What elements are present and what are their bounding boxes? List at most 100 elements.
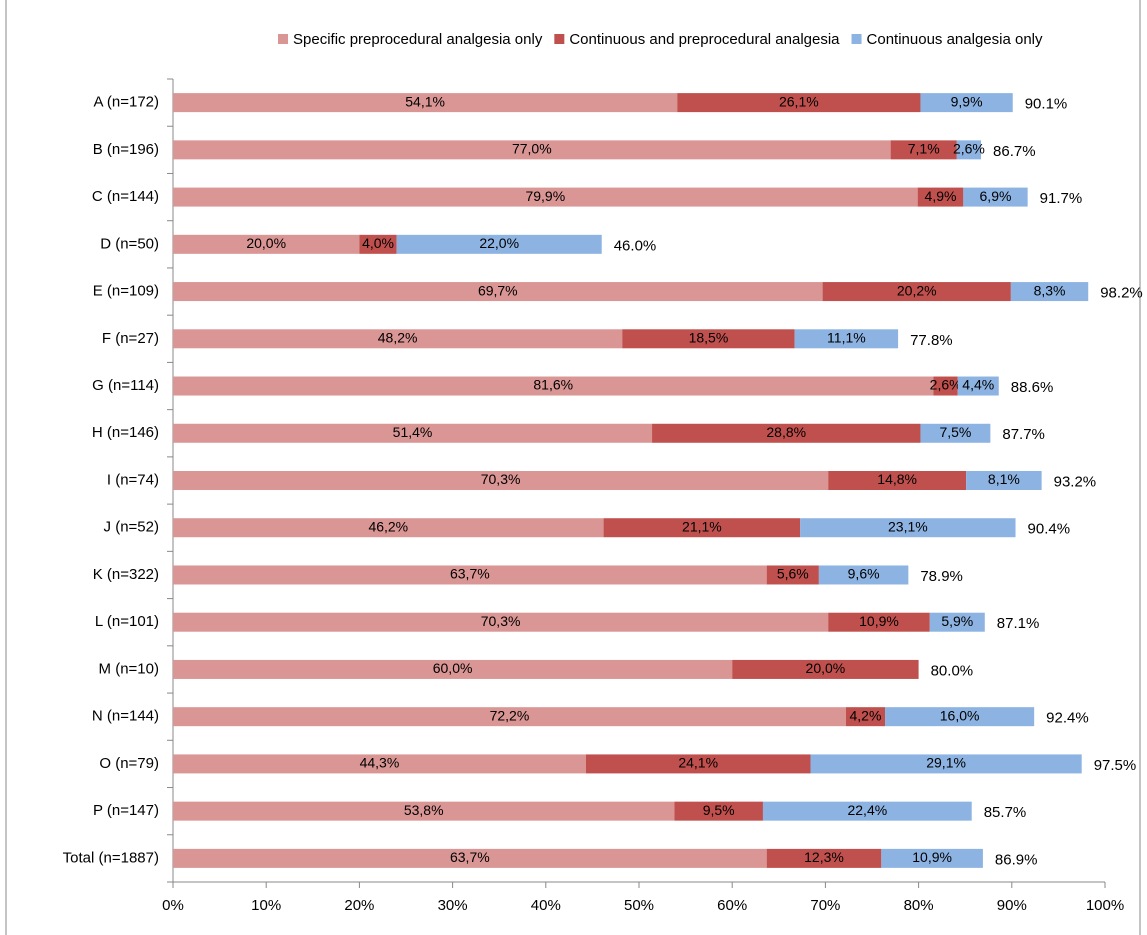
value-label: 4,2% <box>850 707 882 723</box>
bar-segment <box>173 329 623 349</box>
y-tick-label: E (n=109) <box>93 283 159 300</box>
value-label: 46,2% <box>368 518 408 534</box>
value-label: 48,2% <box>378 329 418 345</box>
total-label: 93.2% <box>1054 473 1097 490</box>
legend-swatch <box>851 34 862 44</box>
total-label: 46.0% <box>614 237 657 254</box>
x-tick-label: 80% <box>904 897 934 914</box>
value-label: 28,8% <box>766 424 806 440</box>
value-label: 63,7% <box>450 566 490 582</box>
bar-segment <box>828 471 967 490</box>
bar-segment <box>881 848 983 868</box>
total-label: 88.6% <box>1011 379 1054 396</box>
y-tick-label: L (n=101) <box>95 613 159 630</box>
x-tick-label: 100% <box>1086 897 1124 914</box>
value-label: 8,1% <box>988 471 1020 487</box>
bar-segment <box>818 565 909 585</box>
value-label: 70,3% <box>481 613 521 629</box>
value-label: 6,9% <box>980 188 1012 204</box>
legend-label: Continuous analgesia only <box>867 31 1043 48</box>
bar-segment <box>828 612 930 632</box>
value-label: 20,0% <box>806 660 846 676</box>
value-label: 12,3% <box>804 849 844 865</box>
value-label: 9,5% <box>703 802 735 818</box>
bar-segment <box>963 187 1028 207</box>
value-label: 16,0% <box>940 707 980 723</box>
y-tick-label: H (n=146) <box>92 424 159 441</box>
bar-segment <box>920 93 1013 113</box>
value-label: 8,3% <box>1034 282 1066 298</box>
total-label: 87.1% <box>997 615 1040 632</box>
bar-segment <box>794 329 899 349</box>
total-label: 97.5% <box>1094 757 1137 774</box>
y-tick-label: N (n=144) <box>92 708 159 725</box>
value-label: 22,0% <box>479 235 519 251</box>
total-label: 87.7% <box>1002 426 1045 443</box>
value-label: 10,9% <box>859 613 899 629</box>
value-label: 18,5% <box>689 329 729 345</box>
value-label: 60,0% <box>433 660 473 676</box>
x-tick-label: 30% <box>438 897 468 914</box>
value-label: 7,5% <box>939 424 971 440</box>
total-label: 91.7% <box>1040 190 1083 207</box>
bar-segment <box>173 234 360 254</box>
y-tick-label: Total (n=1887) <box>63 849 159 866</box>
y-tick-label: K (n=322) <box>93 566 159 583</box>
total-label: 80.0% <box>931 662 974 679</box>
bar-segment <box>173 754 586 774</box>
bar-segment <box>173 518 604 538</box>
value-label: 23,1% <box>888 518 928 534</box>
y-tick-label: J (n=52) <box>104 519 159 536</box>
bar-segment <box>677 93 921 113</box>
value-label: 81,6% <box>533 377 573 393</box>
x-tick-label: 10% <box>251 897 281 914</box>
bar-segment <box>762 801 972 821</box>
bar-segment <box>845 707 886 727</box>
legend-swatch <box>278 34 288 44</box>
x-tick-label: 40% <box>531 897 561 914</box>
bar-segment <box>822 282 1011 302</box>
bar-segment <box>674 801 763 821</box>
bar-segment <box>920 423 991 443</box>
bar-segment <box>890 140 957 160</box>
legend-swatch <box>554 34 565 44</box>
value-label: 54,1% <box>405 93 445 109</box>
total-label: 78.9% <box>920 568 963 585</box>
bar-segment <box>652 423 921 443</box>
total-label: 90.1% <box>1025 96 1068 113</box>
bar-segment <box>732 659 919 679</box>
total-label: 77.8% <box>910 332 953 349</box>
value-label: 24,1% <box>678 755 718 771</box>
value-label: 7,1% <box>908 141 940 157</box>
value-label: 79,9% <box>525 188 565 204</box>
bar-segment <box>766 848 882 868</box>
bar-segment <box>173 282 823 302</box>
value-label: 2,6% <box>930 377 962 393</box>
bar-segment <box>173 376 934 396</box>
value-label: 11,1% <box>827 329 866 345</box>
value-label: 26,1% <box>779 93 819 109</box>
bar-segment <box>800 518 1016 538</box>
bar-segment <box>585 754 811 774</box>
total-label: 86.9% <box>995 851 1038 868</box>
x-tick-label: 70% <box>810 897 840 914</box>
value-label: 77,0% <box>512 141 552 157</box>
total-label: 85.7% <box>984 804 1027 821</box>
bar-segment <box>957 376 999 396</box>
value-label: 5,6% <box>777 566 809 582</box>
bar-segment <box>885 707 1035 727</box>
bar-segment <box>1010 282 1089 302</box>
y-tick-label: B (n=196) <box>93 141 159 158</box>
x-tick-label: 90% <box>997 897 1027 914</box>
value-label: 21,1% <box>682 518 722 534</box>
x-tick-label: 60% <box>717 897 747 914</box>
bar-segment <box>396 234 602 254</box>
bar-segment <box>603 518 801 538</box>
y-tick-label: O (n=79) <box>99 755 159 772</box>
value-label: 72,2% <box>490 707 530 723</box>
value-label: 51,4% <box>393 424 433 440</box>
bar-segment <box>173 471 829 490</box>
x-tick-label: 50% <box>624 897 654 914</box>
total-label: 92.4% <box>1046 710 1089 727</box>
